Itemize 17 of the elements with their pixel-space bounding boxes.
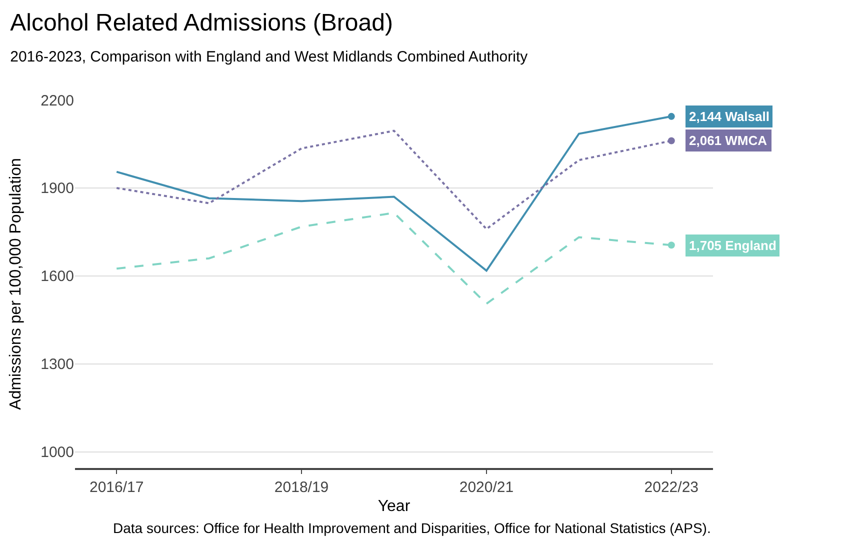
chart-subtitle: 2016-2023, Comparison with England and West Midlands Combined Authority [10, 48, 528, 66]
text: 1,705 England [689, 238, 776, 253]
chart-title: Alcohol Related Admissions (Broad) [10, 9, 393, 36]
y-tick-label: 1900 [40, 180, 74, 198]
x-tick-label: 2020/21 [459, 479, 514, 496]
x-tick-label: 2018/19 [274, 479, 329, 496]
x-tick-label: 2022/23 [644, 479, 699, 496]
y-tick-label: 2200 [40, 92, 74, 110]
y-axis-title: Admissions per 100,000 Population [8, 158, 25, 410]
x-axis-title: Year [378, 498, 411, 516]
x-tick-label: 2016/17 [89, 479, 144, 496]
y-tick-label: 1300 [40, 356, 74, 374]
y-tick-label: 1000 [40, 444, 74, 462]
y-tick-label: 1600 [40, 268, 74, 286]
text: 2,144 Walsall [689, 109, 770, 124]
text: Data sources: Office for Health Improvement and Disparities, Office for National Statistics (APS). [113, 520, 711, 536]
text: 2,061 WMCA [689, 133, 768, 148]
